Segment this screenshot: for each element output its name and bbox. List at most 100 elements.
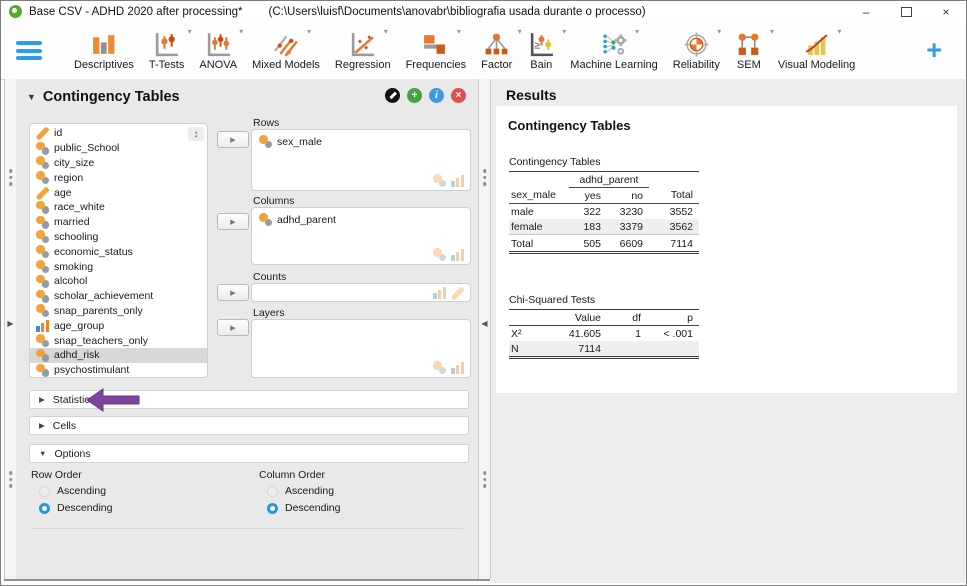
module-factor[interactable]: ▾ Factor [481, 27, 522, 71]
add-module-button[interactable]: + [926, 35, 942, 65]
close-button[interactable]: × [942, 4, 950, 19]
column-order-ascending-option[interactable]: Ascending [267, 485, 334, 497]
ordinal-hint-icon [451, 361, 464, 374]
assign-columns-button[interactable]: ▶ [217, 213, 249, 230]
variable-item[interactable]: snap_parents_only [30, 304, 207, 319]
row-order-descending-option[interactable]: Descending [39, 502, 112, 514]
panel-bottom-border [4, 579, 490, 581]
minimize-button[interactable]: – [862, 4, 870, 19]
section-options[interactable]: ▼ Options [29, 444, 469, 463]
table-total-row: Total 505 6609 7114 [509, 234, 699, 253]
assign-rows-button[interactable]: ▶ [217, 131, 249, 148]
dropdown-arrow-icon: ▾ [837, 27, 842, 36]
info-icon[interactable]: i [429, 88, 444, 103]
hamburger-menu-icon[interactable] [16, 41, 42, 60]
module-reliability[interactable]: ▾ Reliability [673, 27, 722, 71]
module-descriptives[interactable]: Descriptives [74, 30, 134, 71]
assigned-variable[interactable]: adhd_parent [252, 208, 470, 226]
variable-item[interactable]: psychostimulant [30, 363, 207, 377]
variable-item[interactable]: married [30, 215, 207, 230]
variable-item[interactable]: snap_teachers_only [30, 333, 207, 348]
nominal-variable-icon [36, 260, 49, 274]
results-analysis-title[interactable]: Contingency Tables [508, 118, 631, 133]
splitter-grip-icon[interactable] [8, 471, 13, 488]
sort-variables-icon[interactable]: ↕ [188, 127, 204, 141]
variable-item[interactable]: scholar_achievement [30, 289, 207, 304]
module-label: Factor [481, 59, 513, 71]
collapse-analysis-icon[interactable]: ▼ [27, 92, 36, 102]
counts-dropbox[interactable] [251, 283, 471, 302]
dropdown-arrow-icon: ▾ [383, 27, 388, 36]
visual-modeling-icon: ▾ [803, 27, 842, 58]
remove-analysis-icon[interactable]: × [451, 88, 466, 103]
module-visual-modeling[interactable]: ▾ Visual Modeling [778, 27, 855, 71]
table-row: female 183 3379 3562 [509, 219, 699, 235]
radio-unselected-icon[interactable] [39, 485, 50, 497]
assign-counts-button[interactable]: ▶ [217, 284, 249, 301]
radio-selected-icon[interactable] [267, 502, 278, 514]
group-header-row: adhd_parent [509, 171, 699, 188]
edit-title-icon[interactable] [385, 88, 400, 103]
variable-item[interactable]: age [30, 185, 207, 200]
nominal-variable-icon [36, 171, 49, 185]
module-anova[interactable]: ▾ ANOVA [199, 27, 243, 71]
mixed-models-icon: ▾ [272, 27, 311, 58]
module-label: Regression [334, 59, 391, 71]
variable-item[interactable]: smoking [30, 259, 207, 274]
allowed-types-icons [433, 174, 464, 187]
variable-item[interactable]: age_group [30, 318, 207, 333]
expand-results-icon[interactable]: ◀ [481, 319, 488, 328]
splitter-grip-icon[interactable] [8, 169, 13, 186]
results-splitter[interactable]: ◀ [478, 79, 491, 579]
splitter-grip-icon[interactable] [482, 471, 487, 488]
expand-data-panel-icon[interactable]: ▶ [7, 319, 14, 328]
module-frequencies[interactable]: ▾ Frequencies [406, 27, 467, 71]
bar-chart-icon [90, 30, 118, 58]
variable-item[interactable]: city_size [30, 156, 207, 171]
assigned-variable[interactable]: sex_male [252, 130, 470, 148]
regression-icon: ▾ [349, 27, 388, 58]
scale-hint-icon [451, 286, 464, 299]
column-order-descending-option[interactable]: Descending [267, 502, 340, 514]
dropdown-arrow-icon: ▾ [769, 27, 774, 36]
duplicate-analysis-icon[interactable]: + [407, 88, 422, 103]
module-t-tests[interactable]: ▾ T-Tests [149, 27, 192, 71]
assign-layers-button[interactable]: ▶ [217, 319, 249, 336]
variable-item[interactable]: region [30, 170, 207, 185]
rows-dropbox[interactable]: sex_male [251, 129, 471, 191]
analysis-title: Contingency Tables [42, 89, 180, 105]
nominal-variable-icon [36, 230, 49, 244]
variable-item-selected[interactable]: adhd_risk [30, 347, 207, 363]
maximize-button[interactable] [886, 1, 926, 22]
module-mixed-models[interactable]: ▾ Mixed Models [252, 27, 320, 71]
radio-unselected-icon[interactable] [267, 485, 278, 497]
allowed-types-icons [433, 248, 464, 261]
nominal-variable-icon [36, 200, 49, 214]
analysis-panel: ▼ Contingency Tables + i × ↕ id public_S… [16, 79, 478, 579]
radio-selected-icon[interactable] [39, 502, 50, 514]
columns-dropbox[interactable]: adhd_parent [251, 207, 471, 265]
dropdown-arrow-icon: ▾ [517, 27, 522, 36]
columns-label: Columns [253, 195, 295, 207]
splitter-grip-icon[interactable] [482, 169, 487, 186]
variable-item[interactable]: alcohol [30, 274, 207, 289]
nominal-variable-icon [259, 213, 272, 226]
module-machine-learning[interactable]: ▾ Machine Learning [570, 27, 657, 71]
layers-dropbox[interactable] [251, 319, 471, 378]
variable-item[interactable]: economic_status [30, 244, 207, 259]
nominal-variable-icon [259, 135, 272, 148]
collapse-icon: ▶ [39, 395, 45, 404]
nominal-variable-icon [36, 141, 49, 155]
variable-item[interactable]: race_white [30, 200, 207, 215]
module-regression[interactable]: ▾ Regression [334, 27, 391, 71]
available-variables-list[interactable]: ↕ id public_School city_size region age … [29, 123, 208, 378]
module-sem[interactable]: ▾ SEM [735, 27, 774, 71]
variable-item[interactable]: public_School [30, 141, 207, 156]
module-bain[interactable]: ≥ ▾ Bain [527, 27, 566, 71]
row-order-ascending-option[interactable]: Ascending [39, 485, 106, 497]
nominal-variable-icon [36, 215, 49, 229]
section-cells[interactable]: ▶ Cells [29, 416, 469, 435]
variable-item[interactable]: schooling [30, 230, 207, 245]
variable-item[interactable]: id [30, 126, 207, 141]
